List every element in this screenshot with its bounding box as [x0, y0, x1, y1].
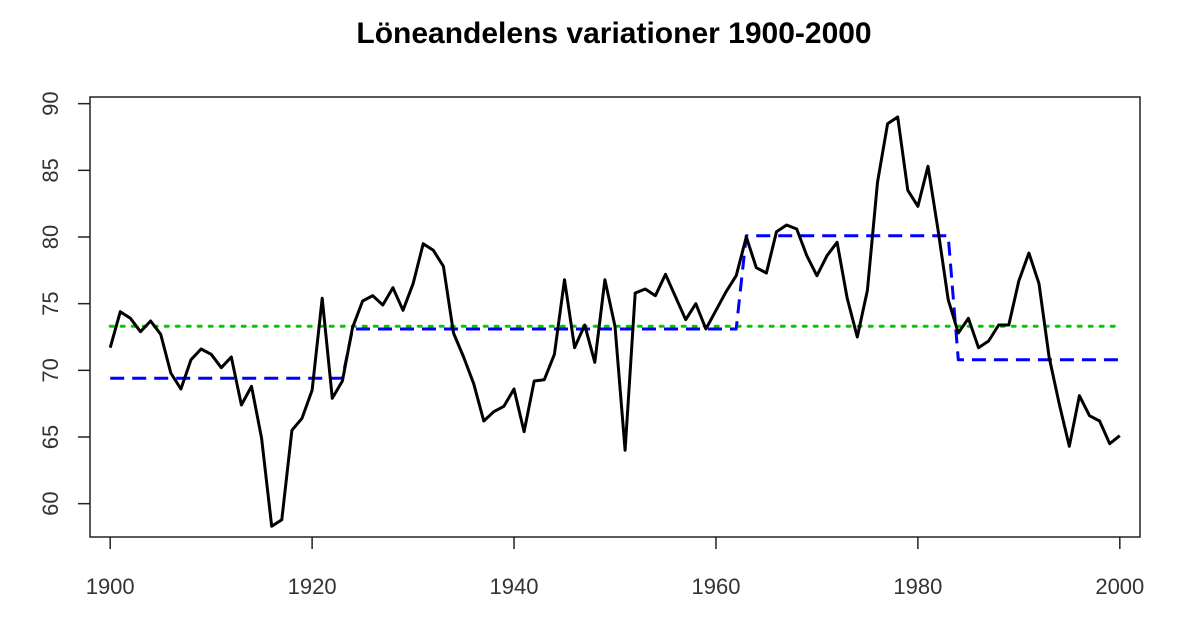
y-tick-label: 80 — [38, 225, 63, 249]
y-tick-label: 75 — [38, 291, 63, 315]
chart-title: Löneandelens variationer 1900-2000 — [356, 17, 871, 50]
y-tick-label: 90 — [38, 91, 63, 115]
series-line-dashed — [110, 234, 1120, 380]
plot-frame — [89, 96, 1141, 538]
series-line-solid — [108, 115, 1121, 528]
y-tick-label: 70 — [38, 358, 63, 382]
y-tick-label: 65 — [38, 425, 63, 449]
x-tick-label: 1960 — [691, 574, 740, 599]
x-tick-label: 1920 — [288, 574, 337, 599]
y-axis: 60 65 70 75 80 85 90 — [38, 91, 90, 516]
x-tick-label: 1980 — [893, 574, 942, 599]
y-tick-label: 60 — [38, 491, 63, 515]
x-tick-label: 1940 — [490, 574, 539, 599]
x-axis: 1900 1920 1940 1960 1980 2000 — [86, 537, 1144, 599]
series-group — [108, 115, 1122, 528]
y-tick-label: 85 — [38, 158, 63, 182]
x-tick-label: 1900 — [86, 574, 135, 599]
x-tick-label: 2000 — [1095, 574, 1144, 599]
